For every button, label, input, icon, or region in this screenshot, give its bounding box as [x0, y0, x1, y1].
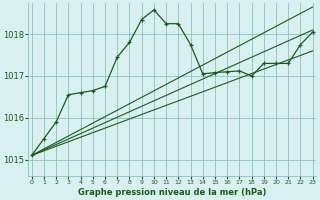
X-axis label: Graphe pression niveau de la mer (hPa): Graphe pression niveau de la mer (hPa): [78, 188, 267, 197]
